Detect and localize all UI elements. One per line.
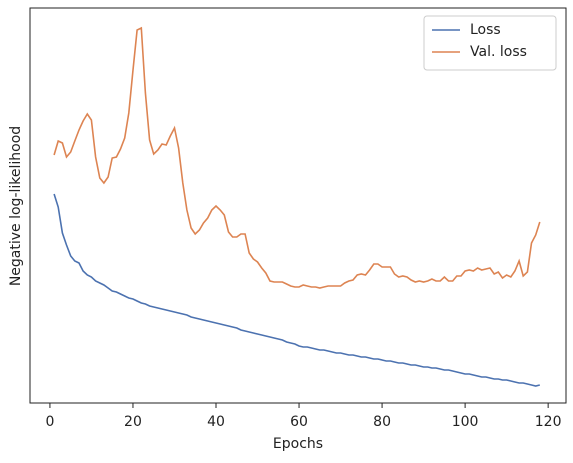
x-tick-label: 120 <box>535 414 562 430</box>
x-tick-label: 100 <box>452 414 479 430</box>
x-tick-label: 60 <box>290 414 308 430</box>
x-tick-label: 80 <box>373 414 391 430</box>
x-axis-label: Epochs <box>273 436 323 452</box>
legend-label: Loss <box>470 22 501 38</box>
y-axis-label: Negative log-likelihood <box>8 126 24 286</box>
legend-label: Val. loss <box>470 44 527 60</box>
x-tick-label: 40 <box>207 414 225 430</box>
x-tick-label: 0 <box>45 414 54 430</box>
plot-frame <box>29 7 567 404</box>
series-line <box>53 193 540 387</box>
x-tick-label: 20 <box>124 414 142 430</box>
series-line <box>53 26 541 289</box>
